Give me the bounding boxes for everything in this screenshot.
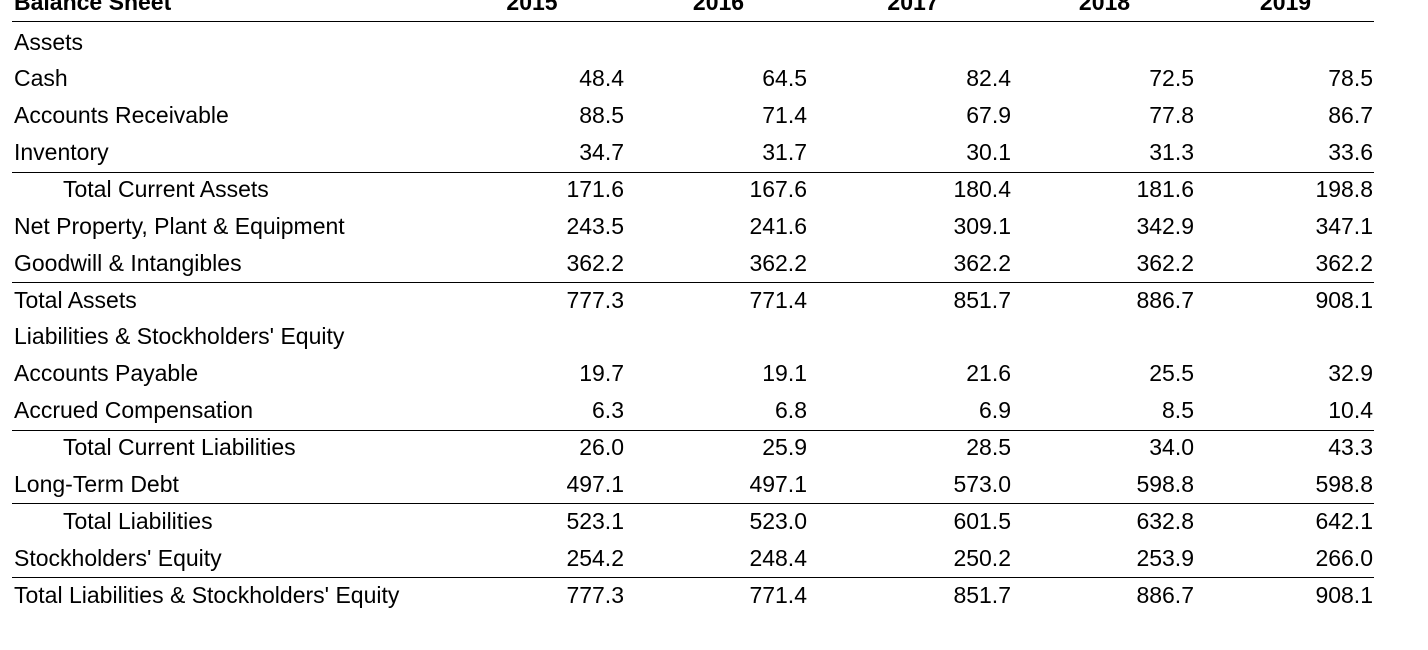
value-cell: 167.6 <box>749 175 807 202</box>
value-cell: 851.7 <box>953 581 1011 608</box>
row-rule <box>12 171 1374 173</box>
row-label: Total Current Liabilities <box>63 434 296 461</box>
value-cell: 342.9 <box>1136 212 1194 239</box>
row-label: Inventory <box>14 139 109 166</box>
value-cell: 26.0 <box>579 434 624 461</box>
value-cell: 777.3 <box>566 286 624 313</box>
header-title: Balance Sheet <box>14 0 172 15</box>
value-cell: 25.5 <box>1149 360 1194 387</box>
value-cell: 266.0 <box>1315 544 1373 571</box>
header-year: 2019 <box>1259 0 1312 15</box>
value-cell: 598.8 <box>1136 470 1194 497</box>
value-cell: 777.3 <box>566 581 624 608</box>
value-cell: 171.6 <box>566 175 624 202</box>
value-cell: 362.2 <box>749 249 807 276</box>
value-cell: 8.5 <box>1162 397 1194 424</box>
value-cell: 771.4 <box>749 581 807 608</box>
value-cell: 886.7 <box>1136 581 1194 608</box>
value-cell: 601.5 <box>953 507 1011 534</box>
row-rule <box>12 577 1374 579</box>
value-cell: 31.3 <box>1149 139 1194 166</box>
value-cell: 48.4 <box>579 65 624 92</box>
value-cell: 642.1 <box>1315 507 1373 534</box>
value-cell: 908.1 <box>1315 286 1373 313</box>
row-rule <box>12 282 1374 284</box>
value-cell: 362.2 <box>566 249 624 276</box>
value-cell: 78.5 <box>1328 65 1373 92</box>
value-cell: 632.8 <box>1136 507 1194 534</box>
value-cell: 309.1 <box>953 212 1011 239</box>
header-rule <box>12 21 1374 22</box>
value-cell: 248.4 <box>749 544 807 571</box>
header-year: 2016 <box>692 0 745 15</box>
value-cell: 362.2 <box>953 249 1011 276</box>
value-cell: 34.0 <box>1149 434 1194 461</box>
value-cell: 86.7 <box>1328 102 1373 129</box>
value-cell: 6.9 <box>979 397 1011 424</box>
value-cell: 19.1 <box>762 360 807 387</box>
value-cell: 250.2 <box>953 544 1011 571</box>
value-cell: 598.8 <box>1315 470 1373 497</box>
value-cell: 771.4 <box>749 286 807 313</box>
value-cell: 497.1 <box>566 470 624 497</box>
value-cell: 88.5 <box>579 102 624 129</box>
header-year: 2018 <box>1078 0 1131 15</box>
value-cell: 241.6 <box>749 212 807 239</box>
value-cell: 25.9 <box>762 434 807 461</box>
value-cell: 28.5 <box>966 434 1011 461</box>
value-cell: 32.9 <box>1328 360 1373 387</box>
value-cell: 181.6 <box>1136 175 1194 202</box>
header-year: 2015 <box>506 0 558 15</box>
value-cell: 180.4 <box>953 175 1011 202</box>
row-label: Accounts Receivable <box>14 102 229 129</box>
row-label: Cash <box>14 65 68 92</box>
row-label: Long-Term Debt <box>14 470 179 497</box>
value-cell: 523.0 <box>749 507 807 534</box>
value-cell: 908.1 <box>1315 581 1373 608</box>
header-year: 2017 <box>887 0 939 15</box>
value-cell: 77.8 <box>1149 102 1194 129</box>
row-label: Total Assets <box>14 286 137 313</box>
value-cell: 10.4 <box>1328 397 1373 424</box>
row-rule <box>12 429 1374 431</box>
value-cell: 573.0 <box>953 470 1011 497</box>
row-label: Net Property, Plant & Equipment <box>14 212 345 239</box>
row-label: Assets <box>14 28 84 55</box>
value-cell: 19.7 <box>579 360 624 387</box>
value-cell: 71.4 <box>762 102 807 129</box>
value-cell: 30.1 <box>966 139 1011 166</box>
row-label: Accounts Payable <box>14 360 199 387</box>
value-cell: 886.7 <box>1136 286 1194 313</box>
value-cell: 72.5 <box>1149 65 1194 92</box>
row-label: Stockholders' Equity <box>14 544 222 571</box>
value-cell: 198.8 <box>1315 175 1373 202</box>
value-cell: 64.5 <box>762 65 807 92</box>
value-cell: 497.1 <box>749 470 807 497</box>
row-label: Total Liabilities <box>63 507 213 534</box>
value-cell: 43.3 <box>1328 434 1373 461</box>
row-rule <box>12 503 1374 505</box>
value-cell: 362.2 <box>1315 249 1373 276</box>
value-cell: 851.7 <box>953 286 1011 313</box>
value-cell: 362.2 <box>1136 249 1194 276</box>
value-cell: 6.3 <box>592 397 624 424</box>
value-cell: 347.1 <box>1315 212 1373 239</box>
row-label: Liabilities & Stockholders' Equity <box>14 323 345 350</box>
value-cell: 523.1 <box>566 507 624 534</box>
value-cell: 243.5 <box>566 212 624 239</box>
row-label: Accrued Compensation <box>14 397 254 424</box>
value-cell: 67.9 <box>966 102 1011 129</box>
row-label: Total Liabilities & Stockholders' Equity <box>14 581 400 608</box>
value-cell: 33.6 <box>1328 139 1373 166</box>
value-cell: 6.8 <box>775 397 807 424</box>
value-cell: 21.6 <box>966 360 1011 387</box>
value-cell: 253.9 <box>1136 544 1194 571</box>
value-cell: 31.7 <box>762 139 807 166</box>
value-cell: 34.7 <box>579 139 624 166</box>
value-cell: 82.4 <box>966 65 1011 92</box>
row-label: Total Current Assets <box>63 175 269 202</box>
row-label: Goodwill & Intangibles <box>14 249 242 276</box>
value-cell: 254.2 <box>566 544 624 571</box>
